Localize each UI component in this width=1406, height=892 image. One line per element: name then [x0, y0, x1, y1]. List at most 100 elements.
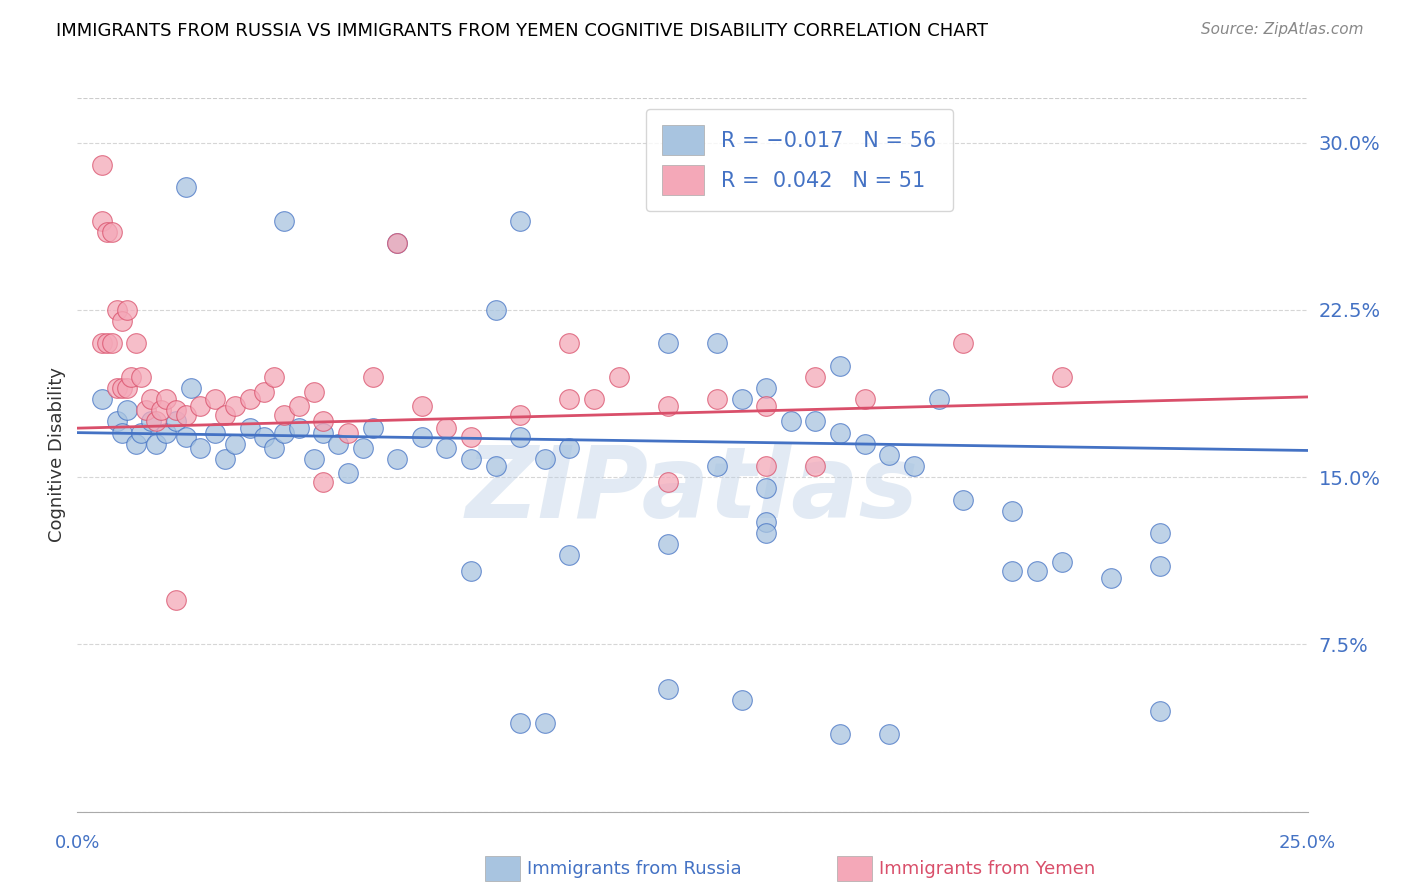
- Text: IMMIGRANTS FROM RUSSIA VS IMMIGRANTS FROM YEMEN COGNITIVE DISABILITY CORRELATION: IMMIGRANTS FROM RUSSIA VS IMMIGRANTS FRO…: [56, 22, 988, 40]
- Point: [755, 381, 778, 395]
- Point: [141, 392, 163, 407]
- Point: [361, 421, 384, 435]
- Point: [780, 414, 803, 429]
- Point: [558, 336, 581, 351]
- Point: [253, 385, 276, 400]
- Point: [607, 369, 630, 384]
- Point: [90, 158, 114, 172]
- Point: [263, 369, 285, 384]
- Point: [731, 392, 754, 407]
- Point: [385, 236, 409, 251]
- Point: [96, 336, 118, 351]
- Point: [804, 459, 827, 474]
- Point: [125, 436, 148, 450]
- Legend: R = −0.017   N = 56, R =  0.042   N = 51: R = −0.017 N = 56, R = 0.042 N = 51: [645, 109, 953, 211]
- Text: Immigrants from Yemen: Immigrants from Yemen: [879, 860, 1095, 878]
- Text: 25.0%: 25.0%: [1279, 834, 1336, 852]
- Point: [312, 414, 335, 429]
- Point: [141, 414, 163, 429]
- Point: [111, 381, 132, 395]
- Point: [755, 459, 778, 474]
- Point: [105, 303, 128, 318]
- Point: [101, 225, 124, 239]
- Point: [1001, 564, 1024, 578]
- Point: [460, 430, 482, 444]
- Point: [1149, 526, 1171, 541]
- Point: [90, 392, 114, 407]
- Point: [657, 399, 679, 413]
- Point: [485, 303, 508, 318]
- Point: [558, 442, 581, 455]
- Point: [436, 421, 458, 435]
- Text: 0.0%: 0.0%: [55, 834, 100, 852]
- Point: [239, 392, 262, 407]
- Point: [174, 408, 197, 422]
- Point: [755, 399, 778, 413]
- Point: [583, 392, 606, 407]
- Point: [1050, 555, 1073, 569]
- Point: [755, 515, 778, 529]
- Point: [111, 314, 132, 328]
- Point: [288, 421, 311, 435]
- Point: [436, 442, 458, 455]
- Point: [263, 442, 285, 455]
- Point: [337, 425, 360, 440]
- Point: [111, 425, 132, 440]
- Point: [115, 303, 138, 318]
- Point: [352, 442, 374, 455]
- Point: [385, 452, 409, 467]
- Point: [174, 430, 197, 444]
- Point: [115, 381, 138, 395]
- Point: [312, 425, 335, 440]
- Point: [830, 726, 852, 740]
- Point: [509, 408, 531, 422]
- Point: [239, 421, 262, 435]
- Point: [273, 425, 295, 440]
- Point: [385, 236, 409, 251]
- Point: [830, 359, 852, 373]
- Point: [105, 381, 128, 395]
- Point: [731, 693, 754, 707]
- Point: [952, 492, 974, 507]
- Point: [155, 392, 177, 407]
- Point: [657, 537, 679, 551]
- Point: [326, 436, 350, 450]
- Point: [879, 726, 901, 740]
- Point: [135, 403, 157, 417]
- Point: [150, 403, 173, 417]
- Point: [1149, 705, 1171, 719]
- Point: [115, 403, 138, 417]
- Point: [657, 681, 679, 696]
- Point: [460, 452, 482, 467]
- Text: ZIPatlas: ZIPatlas: [465, 442, 920, 539]
- Point: [204, 425, 226, 440]
- Point: [706, 459, 728, 474]
- Point: [485, 459, 508, 474]
- Point: [534, 715, 557, 730]
- Point: [755, 526, 778, 541]
- Point: [853, 436, 876, 450]
- Point: [509, 715, 531, 730]
- Point: [534, 452, 557, 467]
- Point: [1050, 369, 1073, 384]
- Point: [337, 466, 360, 480]
- Point: [804, 369, 827, 384]
- Point: [302, 385, 325, 400]
- Point: [952, 336, 974, 351]
- Point: [273, 213, 295, 227]
- Point: [145, 414, 167, 429]
- Point: [411, 430, 433, 444]
- Point: [312, 475, 335, 489]
- Point: [96, 225, 118, 239]
- Point: [879, 448, 901, 462]
- Point: [121, 369, 143, 384]
- Point: [188, 442, 212, 455]
- Point: [214, 408, 236, 422]
- Point: [165, 592, 187, 607]
- Point: [125, 336, 148, 351]
- Point: [657, 475, 679, 489]
- Point: [129, 369, 153, 384]
- Point: [903, 459, 925, 474]
- Point: [1099, 571, 1122, 585]
- Point: [1026, 564, 1049, 578]
